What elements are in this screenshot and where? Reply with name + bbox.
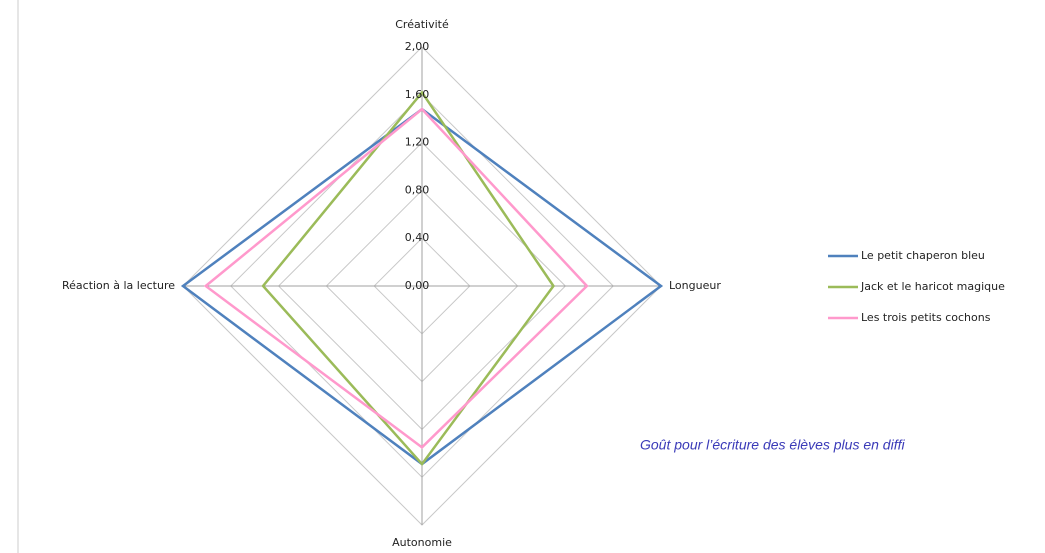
- legend-label: Jack et le haricot magique: [860, 280, 1005, 293]
- category-label: Longueur: [669, 279, 721, 292]
- series-line: [203, 107, 589, 449]
- y-tick-label: 0,00: [405, 279, 430, 292]
- legend-label: Le petit chaperon bleu: [861, 249, 985, 262]
- caption: Goût pour l’écriture des élèves plus en …: [640, 437, 905, 453]
- y-tick-label: 0,40: [405, 231, 430, 244]
- category-label: Réaction à la lecture: [62, 279, 175, 292]
- y-tick-label: 0,80: [405, 183, 430, 196]
- y-tick-label: 2,00: [405, 40, 430, 53]
- series-line: [261, 90, 555, 467]
- category-label: Autonomie: [392, 536, 452, 549]
- category-label: Créativité: [395, 18, 449, 31]
- legend-label: Les trois petits cochons: [861, 311, 991, 324]
- y-tick-label: 1,60: [405, 88, 430, 101]
- y-tick-label: 1,20: [405, 136, 430, 149]
